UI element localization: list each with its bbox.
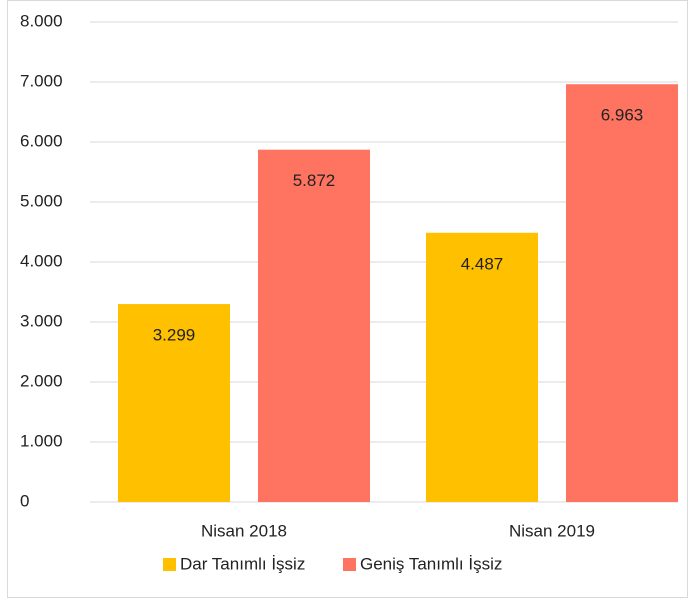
y-tick-label: 2.000 <box>20 371 63 390</box>
y-tick-label: 6.000 <box>20 131 63 150</box>
legend-label: Dar Tanımlı İşsiz <box>180 554 305 573</box>
x-tick-label: Nisan 2019 <box>509 521 595 540</box>
y-tick-label: 4.000 <box>20 251 63 270</box>
x-tick-label: Nisan 2018 <box>201 521 287 540</box>
y-tick-label: 3.000 <box>20 311 63 330</box>
data-label: 3.299 <box>153 326 196 345</box>
y-tick-label: 1.000 <box>20 431 63 450</box>
y-tick-label: 0 <box>20 491 29 510</box>
bar <box>258 149 370 502</box>
y-tick-label: 8.000 <box>20 11 63 30</box>
data-label: 4.487 <box>461 254 504 273</box>
y-tick-label: 7.000 <box>20 71 63 90</box>
legend-swatch <box>163 558 176 571</box>
y-tick-label: 5.000 <box>20 191 63 210</box>
data-label: 5.872 <box>293 171 336 190</box>
bar <box>118 304 230 502</box>
legend-label: Geniş Tanımlı İşsiz <box>360 554 502 573</box>
legend-swatch <box>343 558 356 571</box>
bar <box>566 84 678 502</box>
bar <box>426 232 538 502</box>
data-label: 6.963 <box>601 106 644 125</box>
